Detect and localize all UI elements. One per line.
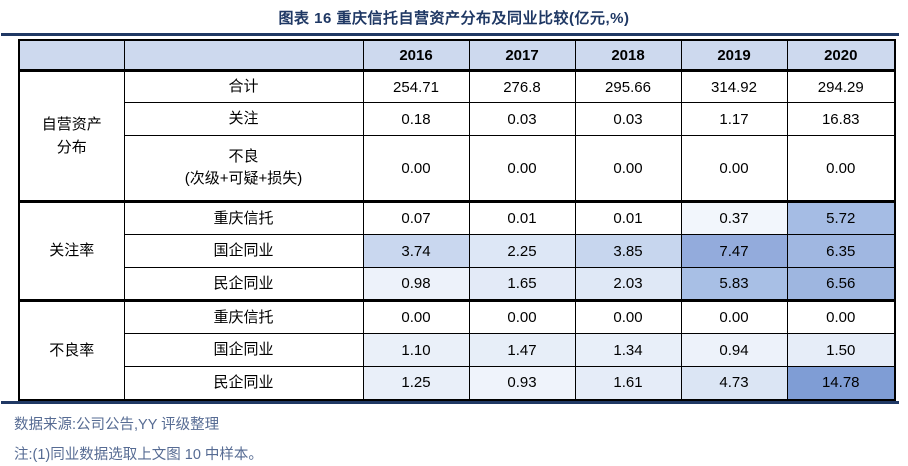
table-row-label: 国企同业 xyxy=(123,333,364,367)
row-label-line: 国企同业 xyxy=(213,242,274,260)
table-value-cell: 7.47 xyxy=(680,234,788,268)
table-value-cell: 0.00 xyxy=(786,135,896,202)
table-row-label: 重庆信托 xyxy=(123,299,364,334)
table-row: 民企同业 0.98 1.65 2.03 5.83 6.56 xyxy=(19,267,896,301)
data-source-note: 数据来源:公司公告,YY 评级整理 xyxy=(14,416,220,433)
table-row-label: 重庆信托 xyxy=(123,200,364,235)
row-label-line: (次级+可疑+损失) xyxy=(184,170,303,187)
table-value-cell: 0.07 xyxy=(362,200,470,235)
row-label-line: 国企同业 xyxy=(213,341,274,359)
table-value-cell: 1.34 xyxy=(574,333,682,367)
table-row: 关注 0.18 0.03 0.03 1.17 16.83 xyxy=(19,102,896,136)
table-row: 民企同业 1.25 0.93 1.61 4.73 14.78 xyxy=(19,366,896,400)
table-value-cell: 314.92 xyxy=(680,69,788,103)
table-row: 不良率 重庆信托 0.00 0.00 0.00 0.00 0.00 xyxy=(18,299,896,400)
table-value-cell: 0.03 xyxy=(574,102,682,136)
table-value-cell: 3.85 xyxy=(574,234,682,268)
table-value-cell: 0.01 xyxy=(468,200,576,235)
table-value-cell: 0.00 xyxy=(468,299,576,334)
year-header: 2016 xyxy=(362,39,470,72)
row-label-line: 民企同业 xyxy=(213,274,274,292)
year-header-row: 2016 2017 2018 2019 2020 xyxy=(18,39,896,72)
row-label-line: 不良 xyxy=(228,148,259,166)
table-value-cell: 0.00 xyxy=(362,299,470,334)
year-header: 2018 xyxy=(574,39,682,72)
table-value-cell: 1.47 xyxy=(468,333,576,367)
table-value-cell: 276.8 xyxy=(468,69,576,103)
table-row-label: 国企同业 xyxy=(123,234,364,268)
table-row-label: 不良 (次级+可疑+损失) xyxy=(123,135,364,202)
row-label-line: 重庆信托 xyxy=(213,308,274,326)
table-row: 国企同业 1.10 1.47 1.34 0.94 1.50 xyxy=(19,333,896,367)
table-value-cell: 1.25 xyxy=(362,366,470,400)
table-value-cell: 6.35 xyxy=(786,234,896,268)
table-row: 不良 (次级+可疑+损失) 0.00 0.00 0.00 0.00 0.00 xyxy=(19,135,896,202)
top-divider-rule xyxy=(1,33,899,36)
table-value-cell: 1.50 xyxy=(786,333,896,367)
table-value-cell: 0.03 xyxy=(468,102,576,136)
table-value-cell: 5.83 xyxy=(680,267,788,301)
table-group-cell: 自营资产 分布 xyxy=(18,69,125,202)
table-group-cell: 不良率 xyxy=(18,299,125,400)
table-value-cell: 4.73 xyxy=(680,366,788,400)
table-row: 国企同业 3.74 2.25 3.85 7.47 6.35 xyxy=(19,234,896,268)
row-label-line: 关注 xyxy=(228,110,259,128)
table-value-cell: 0.98 xyxy=(362,267,470,301)
group-label-line: 分布 xyxy=(56,139,87,156)
footnote: 注:(1)同业数据选取上文图 10 中样本。 xyxy=(14,446,263,463)
year-header: 2019 xyxy=(680,39,788,72)
row-label-line: 重庆信托 xyxy=(213,209,274,227)
data-table: 2016 2017 2018 2019 2020 自营资产分布 合计 254.71 276.8… xyxy=(18,39,896,401)
empty-header-cell xyxy=(18,39,125,72)
table-row: 自营资产分布 合计 254.71 276.8 295.66 314.92 294.29 xyxy=(18,69,896,202)
bottom-divider-rule xyxy=(1,400,899,404)
table-value-cell: 0.01 xyxy=(574,200,682,235)
table-value-cell: 0.00 xyxy=(680,299,788,334)
group-label-line: 自营资产 xyxy=(41,115,102,133)
table-value-cell: 0.00 xyxy=(362,135,470,202)
table-value-cell: 6.56 xyxy=(786,267,896,301)
table-row-label: 民企同业 xyxy=(123,366,364,400)
table-value-cell: 0.00 xyxy=(574,135,682,202)
table-value-cell: 16.83 xyxy=(786,102,896,136)
table-value-cell: 1.10 xyxy=(362,333,470,367)
year-header: 2017 xyxy=(468,39,576,72)
table-value-cell: 0.00 xyxy=(468,135,576,202)
table-value-cell: 1.61 xyxy=(574,366,682,400)
table-body: 自营资产分布 合计 254.71 276.8 295.66 314.92 294.29 关注 0… xyxy=(18,69,896,400)
table-value-cell: 14.78 xyxy=(786,366,896,400)
table-value-cell: 294.29 xyxy=(786,69,896,103)
group-label-line: 不良率 xyxy=(49,341,95,359)
table-row-label: 民企同业 xyxy=(123,267,364,301)
table-row: 关注率 重庆信托 0.07 0.01 0.01 0.37 5.72 xyxy=(18,200,896,301)
table-row-label: 合计 xyxy=(123,69,364,103)
table-value-cell: 5.72 xyxy=(786,200,896,235)
row-label-line: 民企同业 xyxy=(213,373,274,391)
table-value-cell: 0.00 xyxy=(786,299,896,334)
table-value-cell: 0.00 xyxy=(574,299,682,334)
table-value-cell: 2.25 xyxy=(468,234,576,268)
table-value-cell: 0.37 xyxy=(680,200,788,235)
table-group-cell: 关注率 xyxy=(18,200,125,301)
table-value-cell: 1.17 xyxy=(680,102,788,136)
table-value-cell: 254.71 xyxy=(362,69,470,103)
figure-title: 图表 16 重庆信托自营资产分布及同业比较(亿元,%) xyxy=(278,10,630,27)
group-label-line: 关注率 xyxy=(49,242,95,260)
year-header: 2020 xyxy=(786,39,896,72)
table-value-cell: 0.18 xyxy=(362,102,470,136)
row-label-line: 合计 xyxy=(228,78,259,96)
table-value-cell: 0.00 xyxy=(680,135,788,202)
table-row-label: 关注 xyxy=(123,102,364,136)
table-container: 2016 2017 2018 2019 2020 自营资产分布 合计 254.71 276.8… xyxy=(18,39,908,401)
table-value-cell: 1.65 xyxy=(468,267,576,301)
table-value-cell: 0.94 xyxy=(680,333,788,367)
table-value-cell: 295.66 xyxy=(574,69,682,103)
table-value-cell: 3.74 xyxy=(362,234,470,268)
table-value-cell: 0.93 xyxy=(468,366,576,400)
table-value-cell: 2.03 xyxy=(574,267,682,301)
footer-notes: 数据来源:公司公告,YY 评级整理 注:(1)同业数据选取上文图 10 中样本。 xyxy=(14,413,908,464)
empty-header-cell xyxy=(123,39,364,72)
